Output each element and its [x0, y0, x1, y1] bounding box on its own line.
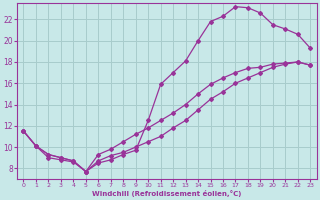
X-axis label: Windchill (Refroidissement éolien,°C): Windchill (Refroidissement éolien,°C) [92, 190, 242, 197]
